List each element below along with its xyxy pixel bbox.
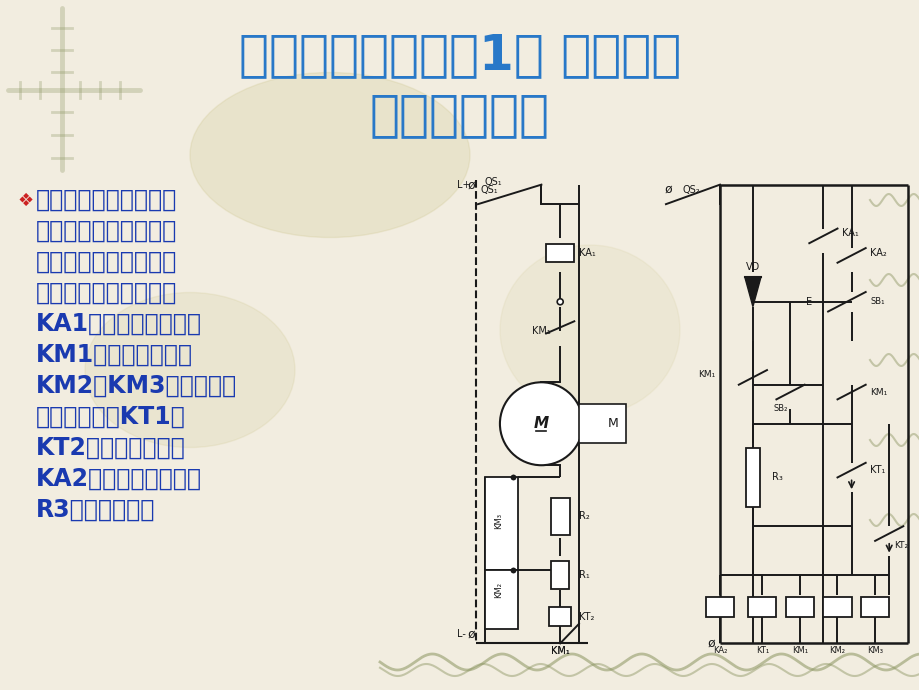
Text: KT2为时间继电器，: KT2为时间继电器，	[36, 436, 186, 460]
Bar	[578, 404, 625, 443]
Bar	[785, 597, 813, 617]
Text: KM₃: KM₃	[867, 646, 882, 655]
Text: M: M	[533, 416, 549, 431]
Text: QS₂: QS₂	[682, 184, 699, 195]
Text: L+: L+	[457, 179, 470, 190]
Text: 电阻接触器，KT1、: 电阻接触器，KT1、	[36, 405, 186, 429]
Bar	[549, 607, 571, 627]
Bar	[484, 570, 517, 629]
Text: KA1为过电流继电器，: KA1为过电流继电器，	[36, 312, 202, 336]
Text: KM1为起动接触器，: KM1为起动接触器，	[36, 343, 193, 367]
Text: KT₂: KT₂	[893, 541, 907, 550]
Text: KT₁: KT₁	[869, 465, 885, 475]
Circle shape	[557, 299, 562, 305]
Text: KA₂: KA₂	[869, 248, 886, 258]
Text: R3为放电电阻。: R3为放电电阻。	[36, 498, 155, 522]
Text: 按时间原则起动。图中: 按时间原则起动。图中	[36, 281, 177, 305]
Text: 右图为直流电动机电枢: 右图为直流电动机电枢	[36, 188, 177, 212]
Text: KM₁: KM₁	[698, 371, 715, 380]
Text: 路。电枢串二级电阻，: 路。电枢串二级电阻，	[36, 250, 177, 274]
Text: ø: ø	[467, 627, 474, 640]
Text: KM₁: KM₁	[550, 646, 569, 656]
Ellipse shape	[499, 245, 679, 415]
Text: R₃: R₃	[771, 473, 782, 482]
Text: ø: ø	[707, 637, 715, 650]
Bar	[860, 597, 889, 617]
Bar	[550, 498, 569, 535]
Bar	[546, 244, 573, 262]
Bar	[745, 448, 759, 506]
Text: KT₂: KT₂	[578, 611, 594, 622]
Text: QS₁: QS₁	[484, 177, 502, 187]
Bar	[705, 597, 733, 617]
Bar	[747, 597, 776, 617]
Ellipse shape	[190, 72, 470, 237]
Text: KT₁: KT₁	[754, 646, 768, 655]
Text: KM₃: KM₃	[494, 513, 503, 529]
Text: SB₁: SB₁	[869, 297, 884, 306]
Text: R₂: R₂	[578, 511, 589, 522]
Text: QS₁: QS₁	[480, 184, 497, 195]
Text: KA2为欠电流继电器，: KA2为欠电流继电器，	[36, 467, 202, 491]
Text: R₁: R₁	[578, 570, 589, 580]
Text: KM₂: KM₂	[494, 582, 503, 598]
Text: 起动控制电路: 起动控制电路	[369, 91, 550, 139]
Ellipse shape	[85, 293, 295, 448]
Text: L-: L-	[457, 629, 465, 639]
Text: ❖: ❖	[18, 192, 34, 210]
Text: E: E	[805, 297, 811, 307]
Text: KM₁: KM₁	[531, 326, 550, 336]
Text: KM₁: KM₁	[550, 646, 569, 656]
Text: 第二章第八节（续1） 单相运转: 第二章第八节（续1） 单相运转	[239, 31, 680, 79]
Text: ø: ø	[664, 183, 672, 196]
Text: 回路串电阻起动控制电: 回路串电阻起动控制电	[36, 219, 177, 243]
Bar	[823, 597, 851, 617]
Circle shape	[499, 382, 583, 465]
Text: KM₁: KM₁	[791, 646, 807, 655]
Text: KA₁: KA₁	[578, 248, 596, 258]
Text: KM2、KM3为短接起动: KM2、KM3为短接起动	[36, 374, 237, 398]
Bar	[484, 477, 517, 570]
Text: KA₂: KA₂	[712, 646, 726, 655]
Text: M: M	[607, 417, 618, 431]
Text: KA₁: KA₁	[841, 228, 858, 239]
Text: SB₂: SB₂	[773, 404, 788, 413]
Text: VD: VD	[745, 262, 759, 273]
Text: ø: ø	[467, 178, 474, 191]
Text: KM₂: KM₂	[829, 646, 845, 655]
Polygon shape	[744, 277, 760, 306]
Text: KM₁: KM₁	[869, 388, 887, 397]
Bar	[550, 561, 569, 589]
